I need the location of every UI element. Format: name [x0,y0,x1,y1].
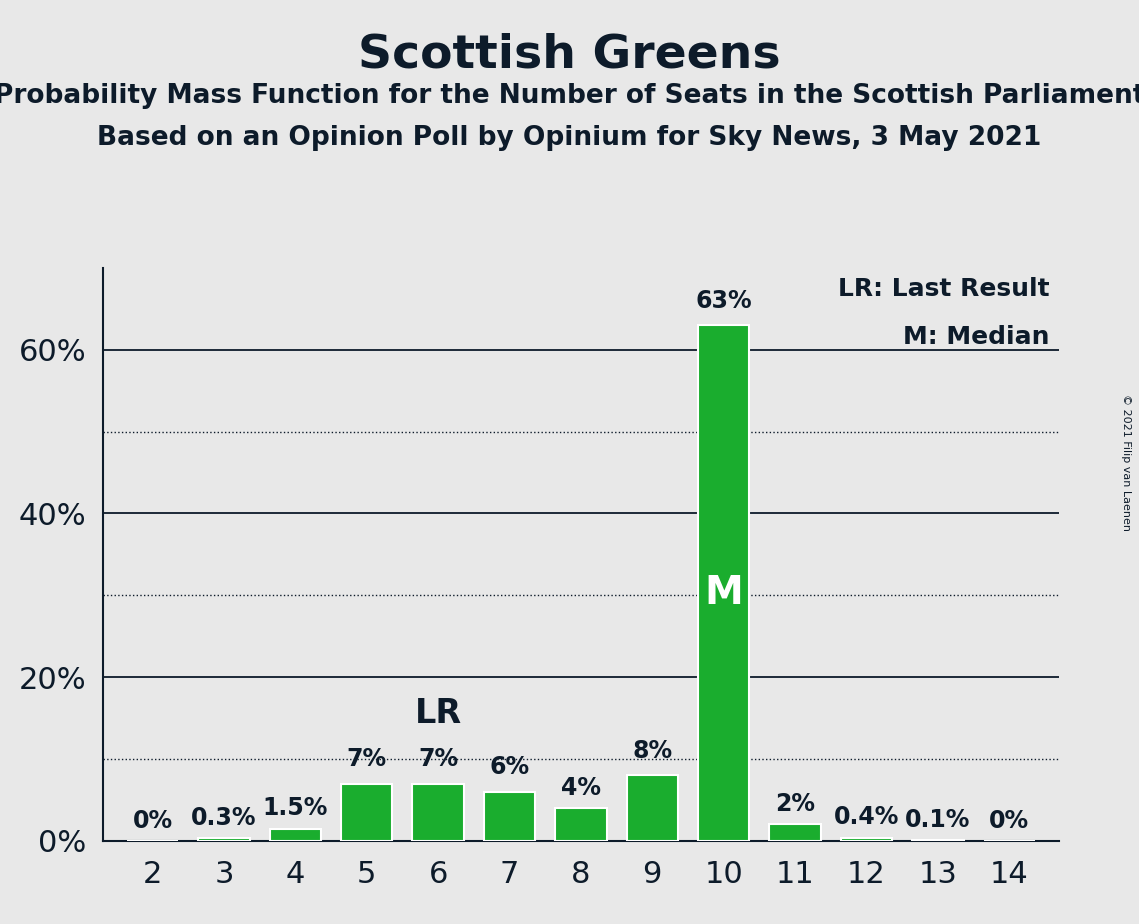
Text: 0.4%: 0.4% [834,806,899,830]
Text: 0.1%: 0.1% [906,808,970,832]
Text: LR: Last Result: LR: Last Result [838,276,1050,300]
Text: M: Median: M: Median [903,325,1050,349]
Text: LR: LR [415,698,461,730]
Text: Scottish Greens: Scottish Greens [358,32,781,78]
Text: M: M [704,575,743,613]
Text: 1.5%: 1.5% [263,796,328,821]
Text: Based on an Opinion Poll by Opinium for Sky News, 3 May 2021: Based on an Opinion Poll by Opinium for … [97,125,1042,151]
Text: 0.3%: 0.3% [191,807,256,830]
Bar [626,775,678,841]
Text: 63%: 63% [696,289,752,313]
Bar [412,784,464,841]
Bar [341,784,393,841]
Text: 7%: 7% [418,748,458,772]
Bar [484,792,535,841]
Bar [769,824,821,841]
Bar [841,837,892,841]
Text: 7%: 7% [346,748,387,772]
Text: 2%: 2% [776,792,816,816]
Text: 0%: 0% [132,808,172,833]
Text: 8%: 8% [632,739,672,763]
Text: 6%: 6% [490,756,530,780]
Bar [555,808,607,841]
Bar [198,838,249,841]
Text: Probability Mass Function for the Number of Seats in the Scottish Parliament: Probability Mass Function for the Number… [0,83,1139,109]
Bar [698,325,749,841]
Text: 4%: 4% [560,776,601,800]
Bar [270,829,321,841]
Text: © 2021 Filip van Laenen: © 2021 Filip van Laenen [1121,394,1131,530]
Text: 0%: 0% [990,808,1030,833]
